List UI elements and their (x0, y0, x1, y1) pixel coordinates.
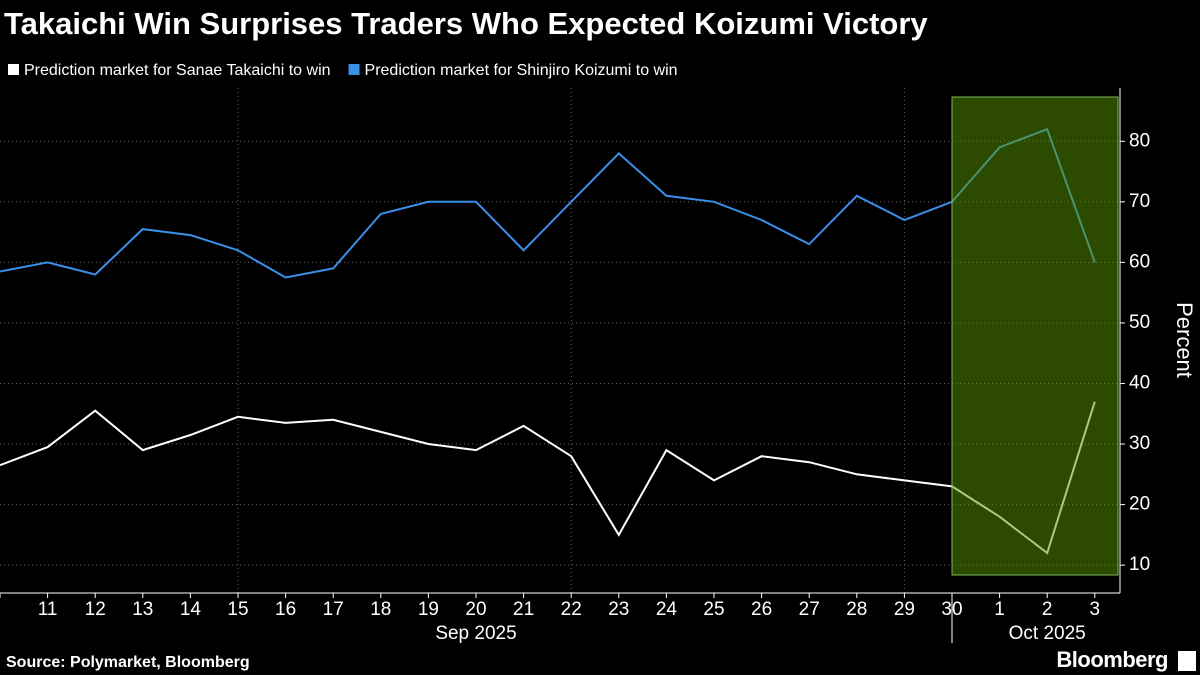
x-group-label: Sep 2025 (435, 623, 516, 644)
source: Source: Polymarket, Bloomberg (6, 654, 250, 671)
x-tick-label: 15 (227, 599, 248, 620)
x-tick-label: 2 (1042, 599, 1053, 620)
x-tick-label: 25 (703, 599, 724, 620)
x-group-label: Oct 2025 (1009, 623, 1086, 644)
x-tick-label: 12 (85, 599, 106, 620)
x-tick-label: 22 (561, 599, 582, 620)
x-tick-label: 24 (656, 599, 678, 620)
x-tick-label: 11 (38, 599, 58, 620)
y-tick-label: 40 (1129, 373, 1150, 394)
y-tick-label: 80 (1129, 130, 1150, 151)
series-line (0, 127, 1096, 279)
x-tick-label: 14 (180, 599, 202, 620)
x-tick-label: 1 (994, 599, 1005, 620)
y-tick-label: 10 (1129, 554, 1150, 575)
brand-icon (1178, 651, 1196, 671)
x-tick-label: 13 (132, 599, 153, 620)
legend-label: Prediction market for Sanae Takaichi to … (24, 62, 331, 79)
y-tick-label: 70 (1129, 191, 1150, 212)
x-tick-label: 23 (608, 599, 629, 620)
y-tick-label: 60 (1129, 251, 1150, 272)
x-tick-label: 28 (846, 599, 867, 620)
y-tick-label: 20 (1129, 494, 1150, 515)
y-axis-title: Percent (1172, 302, 1197, 378)
x-tick-label: 27 (799, 599, 820, 620)
y-tick-label: 50 (1129, 312, 1150, 333)
highlight-band (951, 96, 1119, 576)
x-tick-label: 17 (323, 599, 344, 620)
x-tick-label: 26 (751, 599, 772, 620)
legend-label: Prediction market for Shinjiro Koizumi t… (365, 62, 678, 79)
series-line (0, 401, 1096, 555)
brand: Bloomberg (1056, 647, 1168, 672)
x-tick-label: 18 (370, 599, 391, 620)
x-tick-label: 19 (418, 599, 439, 620)
x-tick-label: 20 (465, 599, 486, 620)
legend-swatch (348, 64, 360, 75)
x-tick-label: 29 (894, 599, 915, 620)
x-tick-label: 3 (1090, 599, 1101, 620)
x-tick-label: 16 (275, 599, 296, 620)
legend-swatch (8, 64, 19, 75)
chart-title: Takaichi Win Surprises Traders Who Expec… (4, 6, 928, 41)
x-tick-label: 21 (513, 599, 534, 620)
y-tick-label: 30 (1129, 433, 1150, 454)
